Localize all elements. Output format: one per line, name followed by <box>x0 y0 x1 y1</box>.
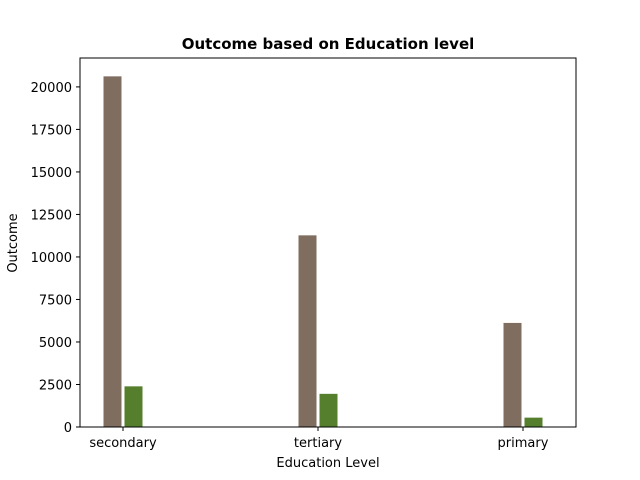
y-tick-label: 7500 <box>39 293 72 308</box>
y-axis: 0 2500 5000 7500 10000 12500 15000 17500 20000 <box>31 81 80 436</box>
plot-frame <box>79 57 577 428</box>
y-axis-label: Outcome <box>6 213 21 272</box>
bar-series1-secondary <box>102 75 123 428</box>
y-tick-label: 5000 <box>39 336 72 351</box>
y-tick-label: 20000 <box>31 81 72 96</box>
y-tick-label: 10000 <box>31 251 72 266</box>
x-axis: secondary tertiary primary <box>89 427 549 451</box>
chart-title: Outcome based on Education level <box>182 35 475 53</box>
y-tick-label: 0 <box>64 421 72 436</box>
x-tick-label-tertiary: tertiary <box>294 436 342 451</box>
x-tick-label-secondary: secondary <box>89 436 157 451</box>
x-tick-label-primary: primary <box>498 436 549 451</box>
y-tick-label: 15000 <box>31 166 72 181</box>
bar-series2-secondary <box>123 385 144 428</box>
x-axis-label: Education Level <box>276 456 379 471</box>
bar-series1-tertiary <box>297 234 318 428</box>
y-tick-label: 17500 <box>31 123 72 138</box>
bar-series2-primary <box>523 416 544 428</box>
bar-series1-primary <box>502 321 523 428</box>
y-tick-label: 2500 <box>39 378 72 393</box>
bars-group <box>102 75 544 428</box>
y-tick-label: 12500 <box>31 208 72 223</box>
bar-series2-tertiary <box>318 392 339 428</box>
